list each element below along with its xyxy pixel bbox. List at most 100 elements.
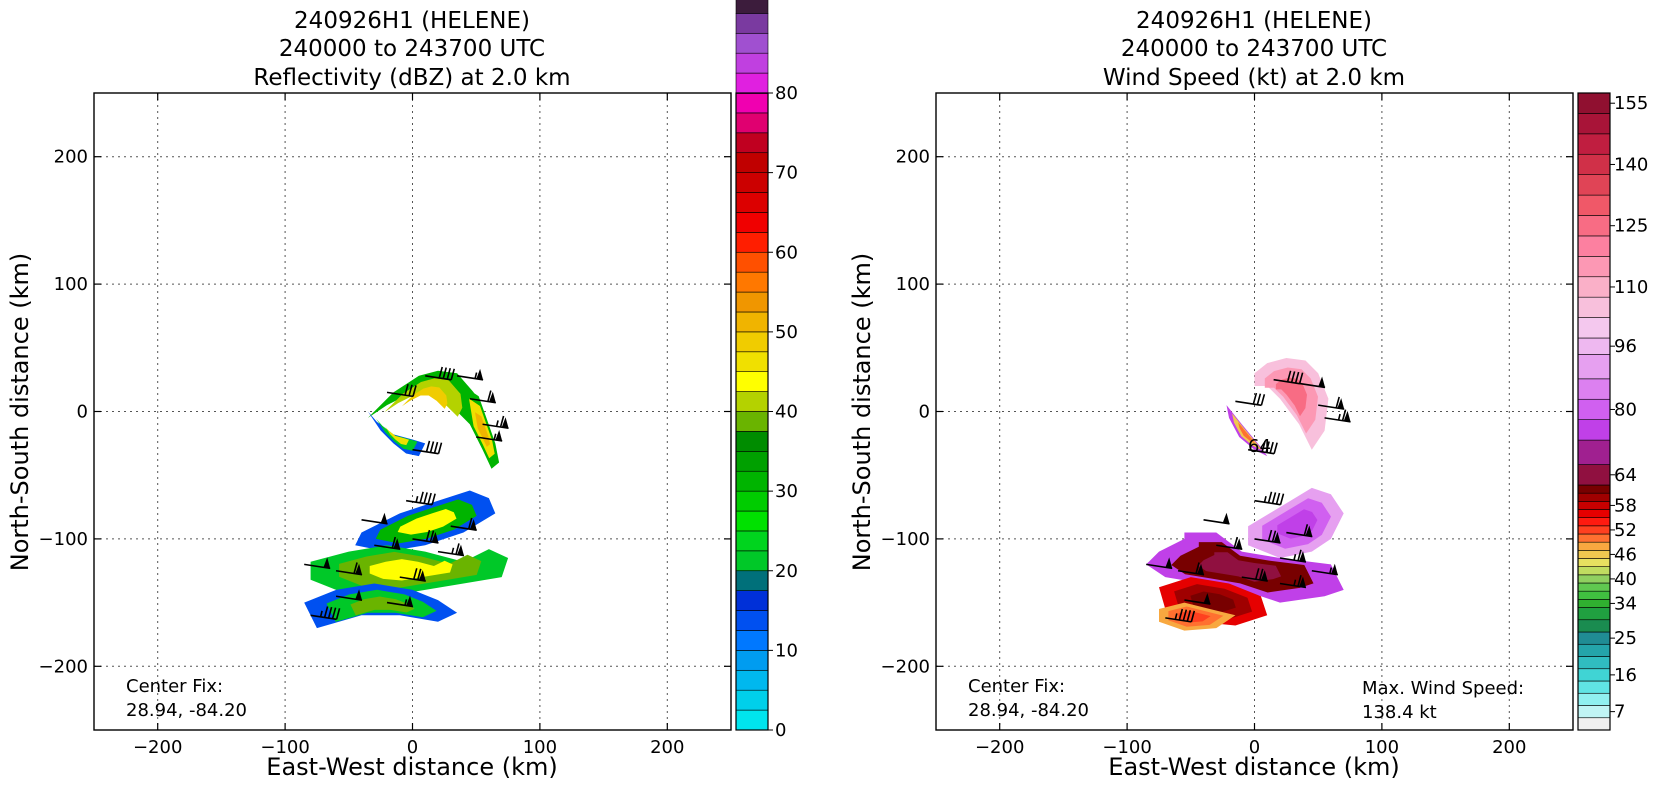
y-tick-label: 100 — [896, 274, 930, 295]
wind-barb — [406, 491, 436, 506]
colorbar-swatch — [1577, 256, 1611, 278]
y-tick-label: 200 — [896, 147, 930, 168]
field-region-rainband-upper — [397, 509, 457, 535]
colorbar-swatch — [1577, 398, 1611, 420]
chart-title-line-2: 240000 to 243700 UTC — [1121, 36, 1387, 62]
x-tick-label: 0 — [407, 737, 418, 758]
field-region-eyewall-west-band — [384, 426, 409, 446]
colorbar-swatch — [735, 689, 769, 711]
colorbar-tick-label: 0 — [775, 720, 786, 741]
colorbar-tick-label: 50 — [775, 322, 798, 343]
wind-barbs — [1146, 370, 1351, 623]
wind-barb — [335, 589, 363, 602]
x-tick-label: 100 — [523, 737, 557, 758]
x-tick-label: 200 — [650, 737, 684, 758]
colorbar-tick-label: 125 — [1614, 216, 1648, 237]
chart-title-line-3: Wind Speed (kt) at 2.0 km — [1103, 65, 1405, 91]
colorbar-tick-label: 80 — [1614, 399, 1637, 420]
colorbar-swatch — [735, 351, 769, 372]
colorbar-swatch — [735, 331, 769, 353]
max-wind-value: 138.4 kt — [1362, 702, 1437, 723]
colorbar-swatch — [1577, 533, 1611, 543]
wind-barb — [437, 543, 465, 557]
y-tick-label: 200 — [54, 147, 88, 168]
colorbar-swatch — [735, 0, 769, 14]
colorbar-swatch — [735, 192, 769, 213]
colorbar-tick-label: 80 — [775, 83, 798, 104]
wind-barb — [450, 517, 477, 531]
wind-barb — [1318, 396, 1345, 410]
wind-speed-panel: 240926H1 (HELENE) 240000 to 243700 UTC W… — [848, 8, 1648, 781]
colorbar-swatch — [735, 13, 769, 34]
colorbar-tick-label: 140 — [1614, 154, 1648, 175]
wind-barb — [425, 366, 456, 381]
colorbar-tick-label: 64 — [1614, 465, 1637, 486]
colorbar-tick-label: 58 — [1614, 495, 1637, 516]
colorbar-swatch — [1577, 558, 1611, 567]
colorbar-swatch — [735, 52, 769, 74]
colorbar-swatch — [1577, 582, 1611, 592]
colorbar-swatch — [1577, 419, 1611, 441]
colorbar-swatch — [1577, 337, 1611, 355]
x-axis-label: East-West distance (km) — [266, 753, 557, 781]
colorbar-swatch — [735, 431, 769, 452]
field-region-eyewall-north-band — [401, 386, 448, 409]
colorbar-swatch — [1577, 492, 1611, 502]
wind-barb — [1235, 392, 1266, 407]
colorbar-swatch — [735, 590, 769, 611]
colorbar-swatch — [1577, 317, 1611, 339]
wind-barb — [469, 390, 496, 404]
colorbar-tick-label: 16 — [1614, 665, 1637, 686]
center-fix-label: Center Fix: — [968, 676, 1065, 697]
wind-barb — [1165, 608, 1196, 623]
wind-barb — [1241, 568, 1268, 582]
colorbar-tick-label: 96 — [1614, 336, 1637, 357]
colorbar-swatch — [1577, 517, 1611, 527]
colorbar-tick-label: 110 — [1614, 277, 1648, 298]
colorbar-tick-label: 20 — [775, 561, 798, 582]
colorbar-swatch — [1577, 574, 1611, 584]
colorbar-swatch — [1577, 174, 1611, 196]
colorbar-swatch — [1577, 668, 1611, 682]
wind-barb — [361, 512, 388, 525]
colorbar-tick-label: 30 — [775, 481, 798, 502]
colorbar-swatch — [1577, 550, 1611, 559]
colorbar-swatch — [1577, 215, 1611, 237]
x-tick-label: −100 — [1102, 737, 1151, 758]
colorbar-tick-label: 46 — [1614, 544, 1637, 565]
colorbar-swatch — [735, 411, 769, 432]
colorbar-swatch — [735, 391, 769, 412]
wind-barb — [310, 606, 341, 621]
chart-title-line-2: 240000 to 243700 UTC — [279, 36, 545, 62]
colorbar-swatch — [735, 451, 769, 472]
y-tick-label: −100 — [39, 529, 88, 550]
wind-barb — [386, 383, 417, 398]
colorbar-swatch — [1577, 133, 1611, 155]
field-region-eyewall-inner — [1226, 405, 1268, 457]
colorbar-swatch — [735, 630, 769, 651]
y-tick-label: 0 — [77, 402, 88, 423]
colorbar-swatch — [735, 152, 769, 173]
colorbar-tick-label: 25 — [1614, 628, 1637, 649]
wind-barb — [476, 429, 503, 442]
colorbar-swatch — [735, 172, 769, 193]
chart-title-line-1: 240926H1 (HELENE) — [294, 8, 530, 34]
colorbar-swatch — [1577, 680, 1611, 694]
wind-speed-colorbar: 7 16 25 34 40 46 52 58 64 80 96 110 125 140 155 — [1577, 92, 1648, 731]
wind-barb — [1273, 370, 1304, 385]
wind-barb — [1311, 563, 1338, 576]
chart-title-line-1: 240926H1 (HELENE) — [1136, 8, 1372, 34]
colorbar-swatch — [1577, 439, 1611, 465]
colorbar-swatch — [735, 470, 769, 492]
x-axis-ticks: −200 −100 0 100 200 — [975, 93, 1526, 758]
colorbar-swatch — [1577, 276, 1611, 298]
colorbar-tick-label: 34 — [1614, 593, 1637, 614]
colorbar-swatch — [1577, 590, 1611, 600]
wind-barb — [386, 595, 414, 608]
colorbar-tick-label: 70 — [775, 163, 798, 184]
colorbar-swatch — [735, 92, 769, 114]
wind-barb — [456, 368, 484, 381]
colorbar-swatch — [1577, 484, 1611, 494]
colorbar-swatch — [1577, 692, 1611, 706]
